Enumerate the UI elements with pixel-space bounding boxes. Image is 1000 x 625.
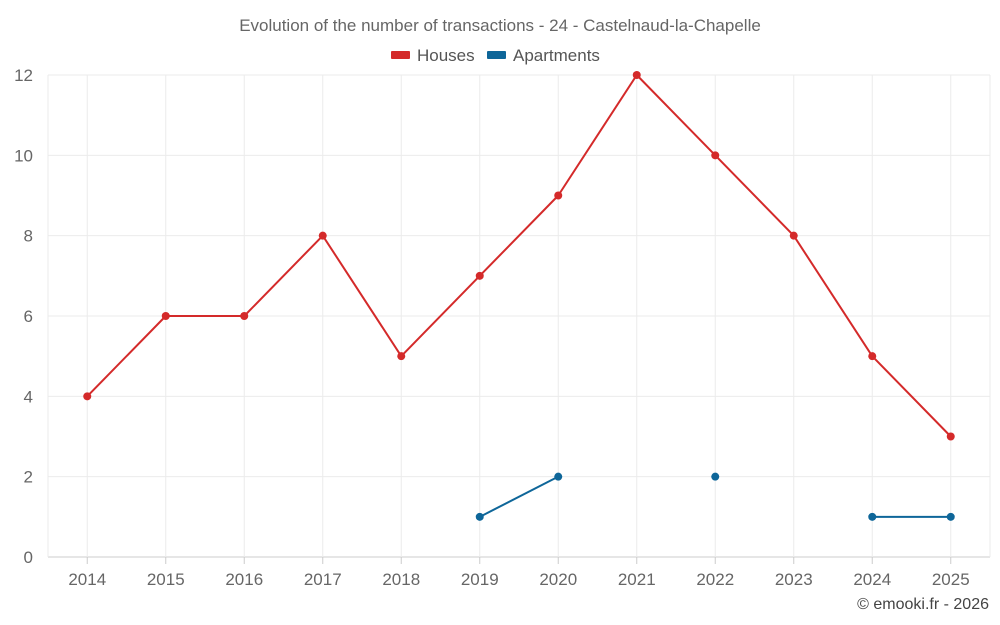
x-tick-label: 2023 — [775, 570, 813, 589]
data-point-apartments-2022[interactable] — [711, 472, 720, 481]
y-tick-label: 0 — [24, 548, 33, 567]
legend-item-houses[interactable]: Houses — [391, 46, 475, 65]
chart-title: Evolution of the number of transactions … — [239, 16, 761, 35]
data-point-apartments-2024[interactable] — [868, 512, 877, 521]
legend-label-apartments: Apartments — [513, 46, 600, 65]
x-axis-ticks: 2014 2015 2016 2017 2018 2019 2020 2021 2022 2023… — [68, 557, 970, 589]
y-tick-label: 2 — [24, 468, 33, 487]
x-tick-label: 2018 — [382, 570, 420, 589]
legend: Houses Apartments — [391, 46, 600, 65]
data-point-houses-2017[interactable] — [318, 231, 327, 240]
data-point-houses-2015[interactable] — [161, 312, 170, 320]
data-point-houses-2018[interactable] — [397, 352, 406, 361]
legend-item-apartments[interactable]: Apartments — [487, 46, 600, 65]
x-tick-label: 2019 — [461, 570, 499, 589]
data-point-houses-2022[interactable] — [711, 151, 720, 160]
y-tick-label: 8 — [24, 227, 33, 246]
legend-swatch-apartments — [487, 51, 506, 59]
y-tick-label: 4 — [24, 387, 33, 406]
data-point-houses-2014[interactable] — [83, 392, 92, 401]
x-tick-label: 2021 — [618, 570, 656, 589]
credit-text: © emooki.fr - 2026 — [857, 596, 989, 613]
data-point-houses-2019[interactable] — [475, 271, 484, 280]
x-tick-label: 2020 — [539, 570, 577, 589]
series-houses — [83, 71, 955, 441]
x-tick-label: 2025 — [932, 570, 970, 589]
data-point-houses-2021[interactable] — [632, 71, 641, 79]
x-tick-label: 2024 — [853, 570, 891, 589]
data-point-apartments-2019[interactable] — [475, 512, 484, 521]
x-tick-label: 2015 — [147, 570, 185, 589]
data-point-houses-2016[interactable] — [240, 312, 249, 320]
data-point-houses-2024[interactable] — [868, 352, 877, 361]
legend-label-houses: Houses — [417, 46, 475, 65]
x-tick-label: 2022 — [696, 570, 734, 589]
series-line-houses — [86, 74, 952, 438]
x-tick-label: 2017 — [304, 570, 342, 589]
series-apartments — [475, 472, 955, 521]
data-point-apartments-2020[interactable] — [554, 472, 563, 481]
y-tick-label: 6 — [24, 307, 33, 326]
x-tick-label: 2016 — [225, 570, 263, 589]
data-point-apartments-2025[interactable] — [946, 512, 955, 521]
data-point-houses-2025[interactable] — [946, 432, 955, 441]
y-axis-ticks: 0 2 4 6 8 10 12 — [14, 66, 33, 567]
x-tick-label: 2014 — [68, 570, 106, 589]
data-point-houses-2020[interactable] — [554, 191, 563, 200]
y-tick-label: 10 — [14, 146, 33, 165]
data-point-houses-2023[interactable] — [789, 231, 798, 240]
series — [83, 71, 955, 521]
legend-swatch-houses — [391, 51, 410, 59]
series-line-apartments — [479, 475, 559, 518]
y-tick-label: 12 — [14, 66, 33, 85]
